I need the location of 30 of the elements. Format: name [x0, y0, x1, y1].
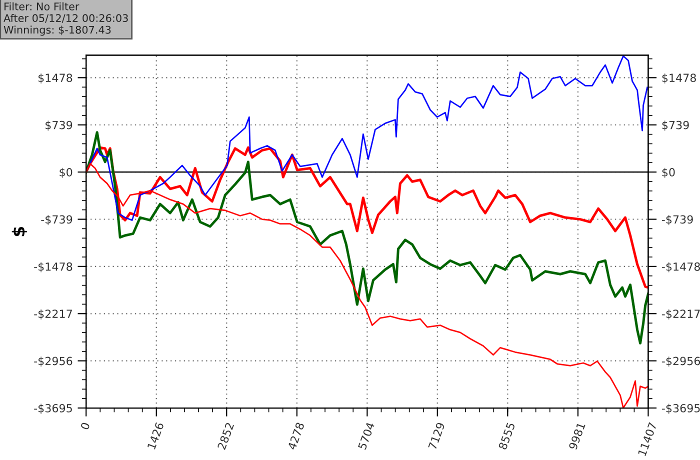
- x-tick-label: 8555: [498, 422, 516, 450]
- y2-tick-label: -$1478: [662, 262, 700, 272]
- y2-tick-label: -$2956: [662, 356, 700, 367]
- y-tick-label: -$2217: [34, 309, 72, 320]
- y2-tick-label: -$739: [662, 215, 693, 226]
- text: After 05/12/12 00:26:03: [4, 14, 128, 23]
- x-tick-label: 2852: [217, 422, 234, 450]
- y-tick-label: -$1478: [34, 262, 72, 272]
- y2-tick-label: $0: [662, 168, 675, 178]
- line-series: [86, 131, 648, 344]
- y2-tick-label: $1478: [662, 73, 696, 84]
- x-tick-label: 4278: [287, 422, 305, 450]
- text: Filter: No Filter: [4, 2, 80, 10]
- y-tick-label: -$2956: [34, 356, 72, 367]
- x-tick-label: 5704: [358, 422, 375, 450]
- x-tick-label: 11407: [638, 422, 657, 456]
- y2-tick-label: -$2217: [662, 309, 700, 320]
- x-tick-label: 1426: [147, 422, 164, 450]
- y-tick-label: -$739: [41, 215, 72, 226]
- y-tick-label: $1478: [38, 73, 72, 84]
- y-tick-label: $739: [46, 120, 72, 131]
- x-tick-label: 9981: [568, 422, 586, 450]
- y2-tick-label: -$3695: [662, 404, 700, 414]
- x-tick-label: 0: [80, 422, 90, 430]
- y-axis-title: $: [12, 226, 27, 236]
- y2-tick-label: $739: [662, 120, 689, 131]
- y-tick-label: $0: [60, 168, 72, 178]
- x-tick-label: 7129: [428, 422, 445, 450]
- y-tick-label: -$3695: [34, 404, 72, 414]
- text: Winnings: $-1807.43: [4, 26, 111, 36]
